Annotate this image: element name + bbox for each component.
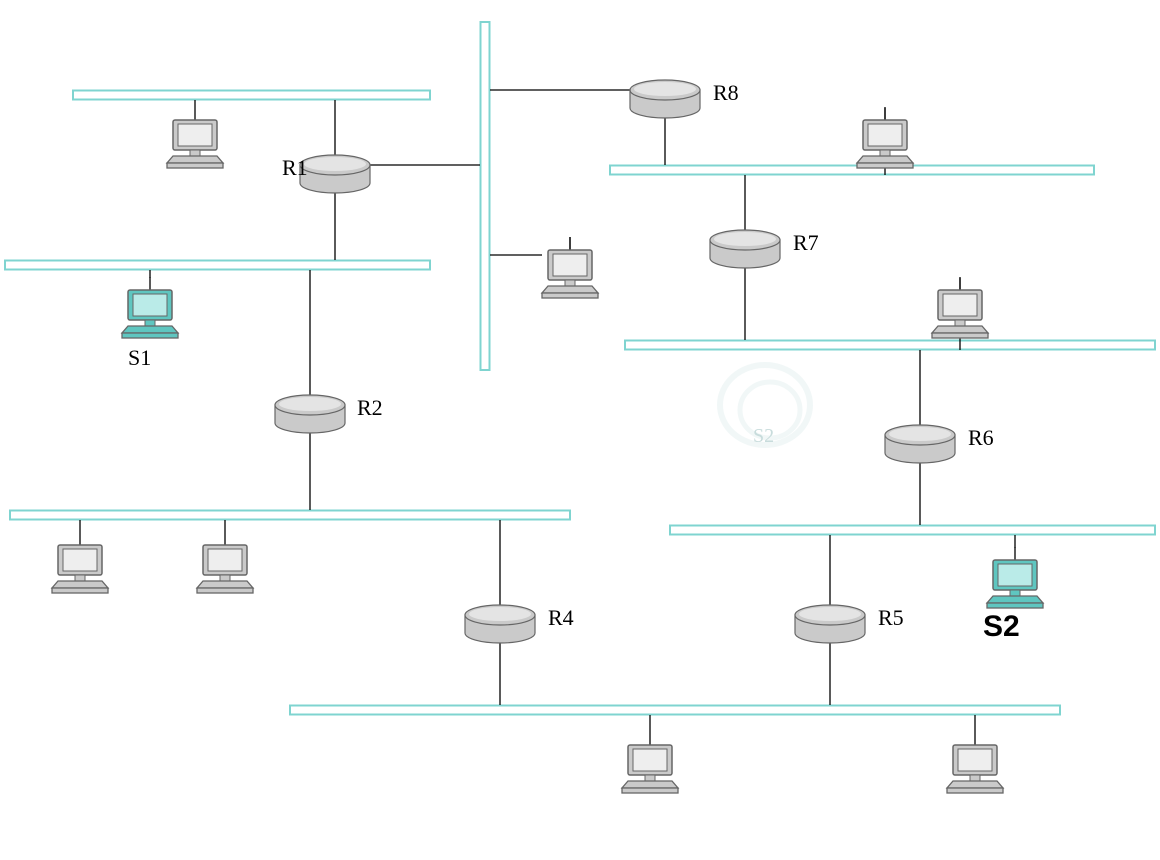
computer-pc-r3-a <box>52 532 108 593</box>
label-r2: R2 <box>357 395 383 421</box>
computer-pc-top-r <box>857 107 913 168</box>
bus-bus4 <box>290 706 1060 715</box>
bus-bus3 <box>10 511 570 520</box>
bus-bus7 <box>670 526 1155 535</box>
bus-bus2 <box>5 261 430 270</box>
router-r2 <box>275 395 345 433</box>
bus-bus1 <box>73 91 430 100</box>
router-r5 <box>795 605 865 643</box>
label-r1: R1 <box>282 155 308 181</box>
label-r6: R6 <box>968 425 994 451</box>
label-r4: R4 <box>548 605 574 631</box>
label-r7: R7 <box>793 230 819 256</box>
router-r4 <box>465 605 535 643</box>
router-r8 <box>630 80 700 118</box>
router-r1 <box>300 155 370 193</box>
computer-pc-bot-a <box>622 732 678 793</box>
label-pc-s3: S2 <box>983 610 1020 644</box>
label-r8: R8 <box>713 80 739 106</box>
bus-bus6 <box>625 341 1155 350</box>
label-pc-s1: S1 <box>128 345 151 371</box>
computer-pc-s3 <box>987 547 1043 608</box>
computer-pc-s1 <box>122 277 178 338</box>
label-r5: R5 <box>878 605 904 631</box>
watermark: S2 <box>720 365 810 447</box>
computer-pc-center <box>542 237 598 298</box>
computer-pc-mid-r <box>932 277 988 338</box>
computer-pc-top-left <box>167 107 223 168</box>
computer-pc-r3-b <box>197 532 253 593</box>
svg-text:S2: S2 <box>753 425 774 447</box>
bus-bus5 <box>610 166 1094 175</box>
router-r7 <box>710 230 780 268</box>
bus-busV <box>481 22 490 370</box>
router-r6 <box>885 425 955 463</box>
computer-pc-bot-b <box>947 732 1003 793</box>
